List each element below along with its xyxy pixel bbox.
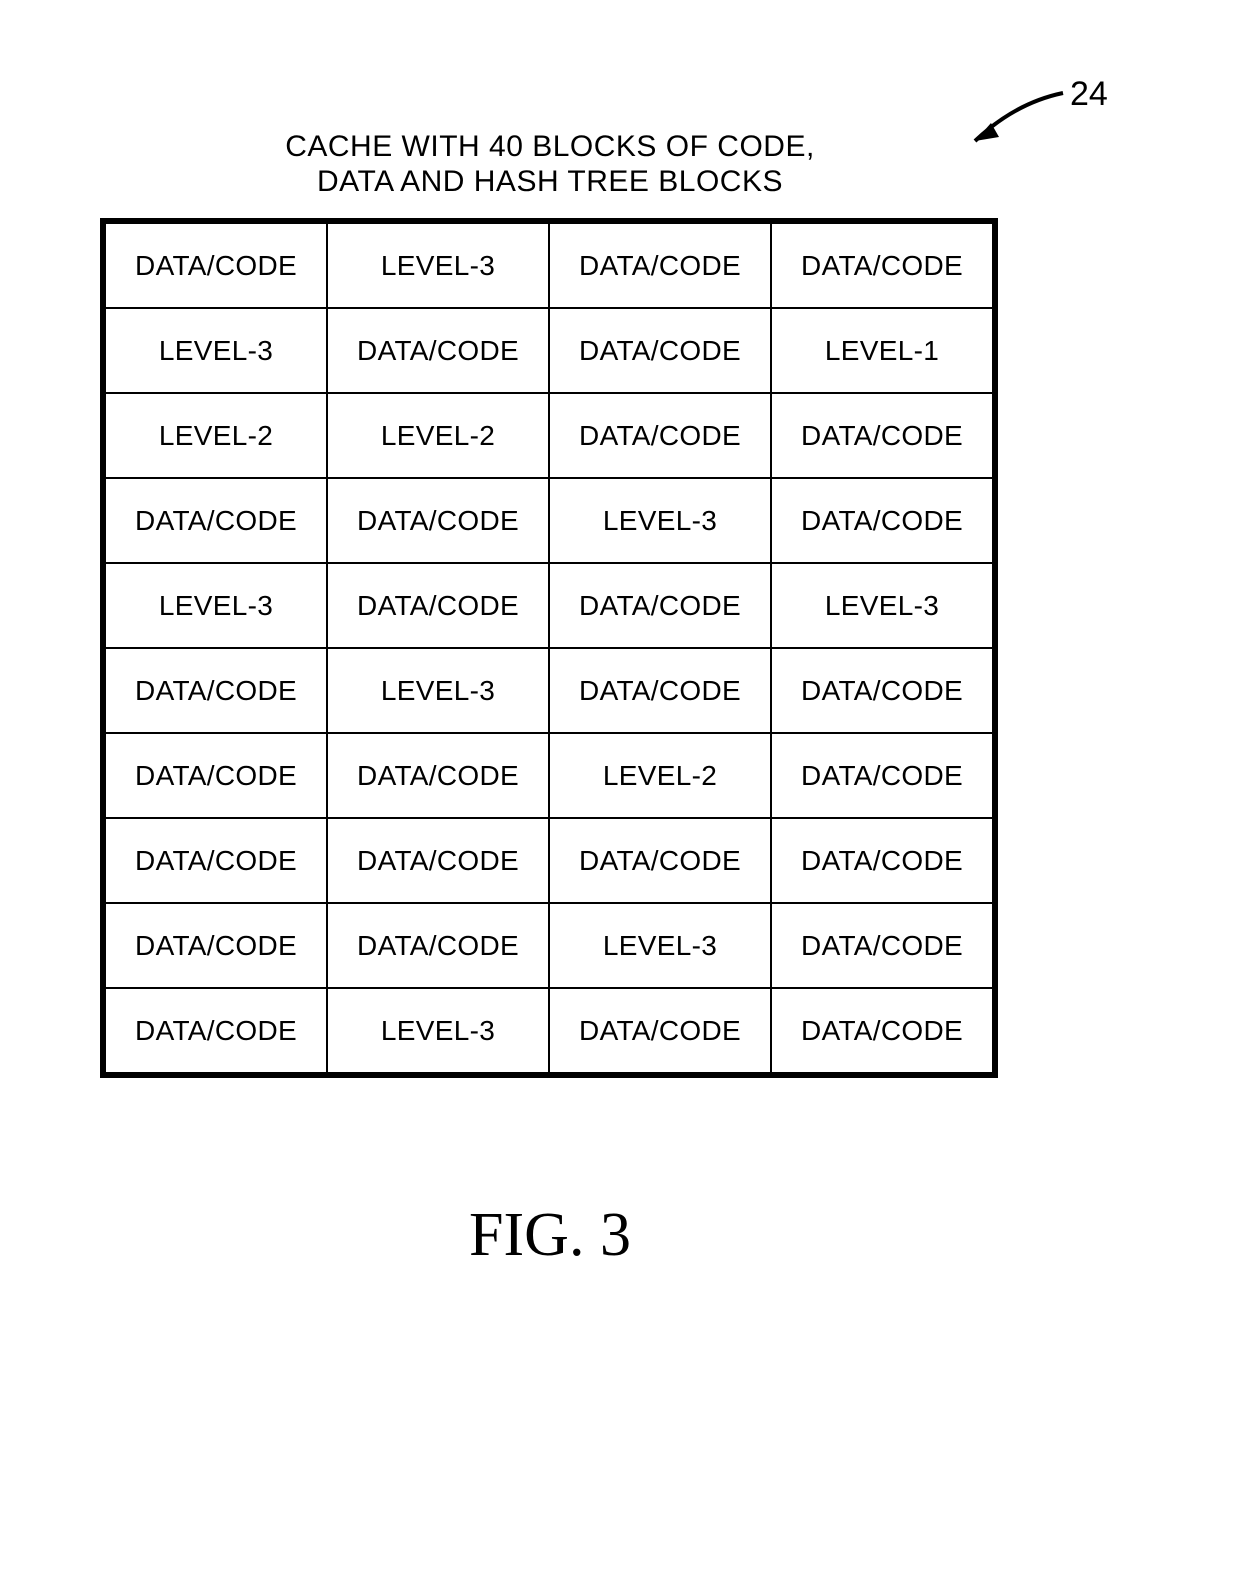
cache-cell: DATA/CODE [105, 903, 327, 988]
table-row: DATA/CODEDATA/CODEDATA/CODEDATA/CODE [105, 818, 993, 903]
cache-grid: DATA/CODELEVEL-3DATA/CODEDATA/CODELEVEL-… [100, 218, 998, 1078]
cache-cell: LEVEL-3 [771, 563, 993, 648]
table-row: LEVEL-2LEVEL-2DATA/CODEDATA/CODE [105, 393, 993, 478]
cache-cell: DATA/CODE [549, 308, 771, 393]
cache-cell: DATA/CODE [771, 733, 993, 818]
table-row: DATA/CODELEVEL-3DATA/CODEDATA/CODE [105, 988, 993, 1073]
title-line-1: CACHE WITH 40 BLOCKS OF CODE, [0, 130, 1100, 165]
cache-cell: DATA/CODE [105, 733, 327, 818]
cache-cell: LEVEL-2 [105, 393, 327, 478]
figure-page: 24 CACHE WITH 40 BLOCKS OF CODE, DATA AN… [0, 0, 1240, 1574]
cache-cell: DATA/CODE [105, 478, 327, 563]
cache-cell: DATA/CODE [327, 563, 549, 648]
cache-cell: DATA/CODE [327, 733, 549, 818]
table-row: DATA/CODELEVEL-3DATA/CODEDATA/CODE [105, 223, 993, 308]
table-row: DATA/CODEDATA/CODELEVEL-3DATA/CODE [105, 478, 993, 563]
cache-cell: DATA/CODE [771, 393, 993, 478]
cache-cell: DATA/CODE [327, 308, 549, 393]
cache-cell: LEVEL-3 [105, 563, 327, 648]
cache-cell: DATA/CODE [327, 478, 549, 563]
cache-cell: DATA/CODE [771, 818, 993, 903]
reference-number: 24 [1070, 75, 1108, 114]
cache-cell: DATA/CODE [105, 988, 327, 1073]
title-line-2: DATA AND HASH TREE BLOCKS [0, 165, 1100, 200]
cache-cell: DATA/CODE [771, 988, 993, 1073]
table-row: DATA/CODELEVEL-3DATA/CODEDATA/CODE [105, 648, 993, 733]
cache-cell: DATA/CODE [771, 223, 993, 308]
cache-cell: LEVEL-3 [105, 308, 327, 393]
table-row: LEVEL-3DATA/CODEDATA/CODELEVEL-3 [105, 563, 993, 648]
cache-cell: LEVEL-2 [549, 733, 771, 818]
cache-cell: DATA/CODE [549, 648, 771, 733]
cache-cell: LEVEL-3 [549, 903, 771, 988]
cache-cell: DATA/CODE [771, 478, 993, 563]
cache-cell: LEVEL-1 [771, 308, 993, 393]
cache-cell: DATA/CODE [549, 393, 771, 478]
cache-cell: DATA/CODE [549, 818, 771, 903]
table-row: LEVEL-3DATA/CODEDATA/CODELEVEL-1 [105, 308, 993, 393]
cache-table: DATA/CODELEVEL-3DATA/CODEDATA/CODELEVEL-… [104, 222, 994, 1074]
cache-cell: LEVEL-3 [327, 648, 549, 733]
cache-cell: LEVEL-3 [327, 223, 549, 308]
cache-cell: DATA/CODE [105, 223, 327, 308]
cache-cell: DATA/CODE [105, 818, 327, 903]
cache-cell: DATA/CODE [771, 903, 993, 988]
cache-cell: DATA/CODE [327, 903, 549, 988]
figure-caption: FIG. 3 [0, 1200, 1100, 1271]
cache-cell: DATA/CODE [771, 648, 993, 733]
cache-cell: LEVEL-3 [327, 988, 549, 1073]
table-row: DATA/CODEDATA/CODELEVEL-3DATA/CODE [105, 903, 993, 988]
cache-cell: DATA/CODE [327, 818, 549, 903]
cache-cell: LEVEL-3 [549, 478, 771, 563]
cache-cell: DATA/CODE [549, 563, 771, 648]
cache-cell: LEVEL-2 [327, 393, 549, 478]
cache-cell: DATA/CODE [105, 648, 327, 733]
cache-cell: DATA/CODE [549, 988, 771, 1073]
cache-cell: DATA/CODE [549, 223, 771, 308]
table-row: DATA/CODEDATA/CODELEVEL-2DATA/CODE [105, 733, 993, 818]
diagram-title: CACHE WITH 40 BLOCKS OF CODE, DATA AND H… [0, 130, 1100, 199]
